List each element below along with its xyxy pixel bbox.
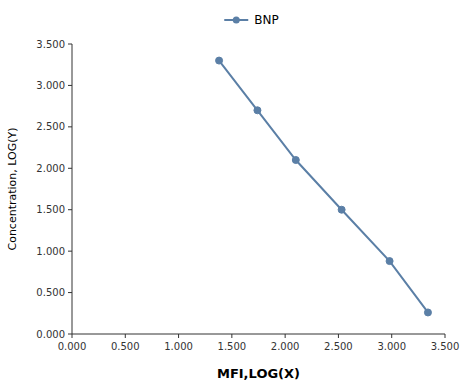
y-tick-label: 2.500 xyxy=(36,121,65,132)
x-tick xyxy=(72,334,73,338)
x-tick xyxy=(178,334,179,338)
x-tick-label: 1.500 xyxy=(218,341,247,352)
plot-area xyxy=(216,57,432,316)
y-tick xyxy=(68,209,72,210)
x-tick xyxy=(338,334,339,338)
y-tick-label: 3.500 xyxy=(36,39,65,50)
y-tick xyxy=(68,126,72,127)
legend: BNP xyxy=(224,13,278,27)
chart: 0.000 0.500 1.000 1.500 2.000 2.500 3.000 3.500… xyxy=(0,0,469,392)
legend-marker xyxy=(233,17,240,24)
x-tick-label: 0.500 xyxy=(111,341,140,352)
x-tick xyxy=(445,334,446,338)
x-tick xyxy=(391,334,392,338)
y-tick-label: 3.000 xyxy=(36,80,65,91)
line xyxy=(219,61,428,313)
x-tick-label: 3.000 xyxy=(377,341,406,352)
marker xyxy=(386,258,393,265)
x-axis-line xyxy=(72,334,445,335)
x-tick xyxy=(125,334,126,338)
y-tick xyxy=(68,85,72,86)
marker xyxy=(216,57,223,64)
marker xyxy=(338,206,345,213)
legend-label: BNP xyxy=(254,13,278,27)
x-tick-label: 2.000 xyxy=(271,341,300,352)
x-tick-label: 0.000 xyxy=(58,341,87,352)
x-axis-label: MFI,LOG(X) xyxy=(217,366,300,381)
y-tick-label: 0.000 xyxy=(36,329,65,340)
y-tick xyxy=(68,334,72,335)
y-tick-label: 0.500 xyxy=(36,287,65,298)
y-tick xyxy=(68,168,72,169)
y-tick-label: 1.500 xyxy=(36,204,65,215)
y-tick-label: 2.000 xyxy=(36,163,65,174)
marker xyxy=(254,107,261,114)
marker xyxy=(424,309,431,316)
background xyxy=(0,0,469,392)
y-tick xyxy=(68,292,72,293)
y-axis-label: Concentration, LOG(Y) xyxy=(6,127,19,250)
y-tick xyxy=(68,44,72,45)
x-tick-label: 1.000 xyxy=(164,341,193,352)
y-tick-label: 1.000 xyxy=(36,246,65,257)
x-tick xyxy=(231,334,232,338)
x-tick xyxy=(285,334,286,338)
x-tick-label: 2.500 xyxy=(324,341,353,352)
axes: 0.000 0.500 1.000 1.500 2.000 2.500 3.000 3.500… xyxy=(36,39,459,353)
x-tick-label: 3.500 xyxy=(431,341,460,352)
marker xyxy=(292,157,299,164)
y-tick xyxy=(68,251,72,252)
y-axis-line xyxy=(72,44,73,334)
